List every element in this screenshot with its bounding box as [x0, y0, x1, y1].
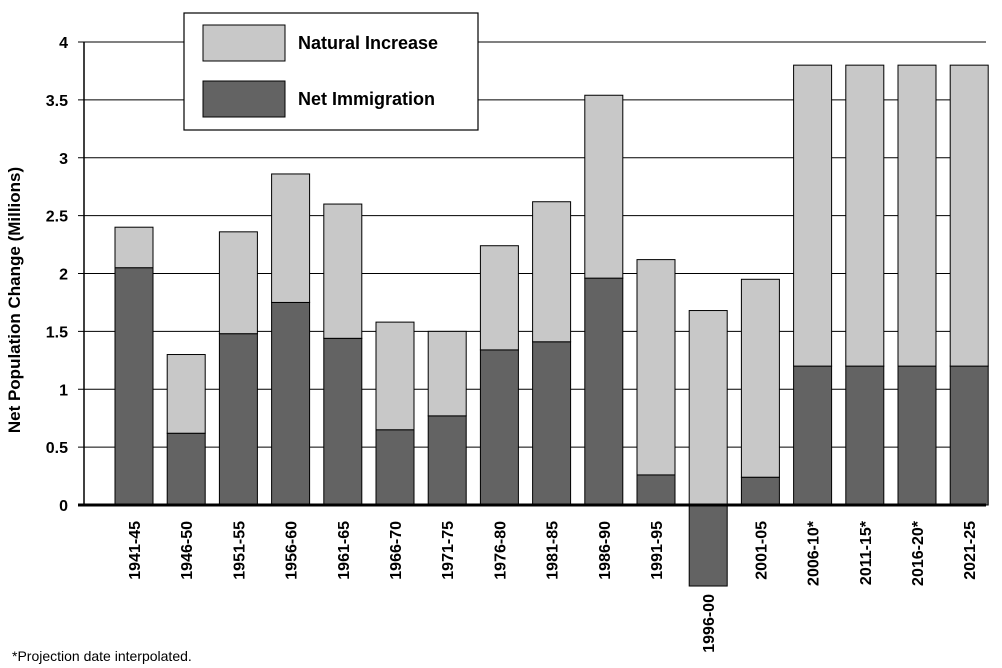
bar-net-immigration — [584, 277, 624, 506]
bar-net-immigration — [845, 365, 885, 506]
legend: Natural Increase Net Immigration — [183, 12, 479, 131]
x-tick-label: 2016-20* — [910, 520, 927, 586]
bar-net-immigration — [271, 301, 311, 506]
y-tick-label: 3.5 — [46, 93, 68, 110]
legend-label-natural-increase: Natural Increase — [298, 33, 438, 53]
bar-natural-increase — [793, 64, 833, 367]
bar-natural-increase — [688, 310, 728, 506]
bar-natural-increase — [584, 94, 624, 279]
legend-swatch-net-immigration — [202, 80, 286, 118]
x-tick-label: 1961-65 — [336, 521, 353, 580]
y-tick-label: 1 — [59, 382, 68, 399]
x-tick-label: 1941-45 — [127, 521, 144, 580]
y-axis-title: Net Population Change (Millions) — [5, 167, 24, 433]
x-tick-label: 1956-60 — [284, 521, 301, 580]
bar-natural-increase — [114, 226, 154, 269]
bar-net-immigration — [532, 341, 572, 506]
bar-natural-increase — [427, 330, 467, 417]
y-tick-labels: 0 0.5 1 1.5 2 2.5 3 3.5 4 — [46, 35, 68, 515]
bar-net-immigration — [740, 476, 780, 506]
x-tick-label: 2006-10* — [806, 520, 823, 586]
x-tick-label: 1976-80 — [492, 521, 509, 580]
y-tick-label: 0.5 — [46, 440, 68, 457]
bar-natural-increase — [897, 64, 937, 367]
bar-natural-increase — [949, 64, 989, 367]
bar-natural-increase — [375, 321, 415, 431]
bar-natural-increase — [845, 64, 885, 367]
axes — [78, 42, 986, 507]
bar-natural-increase — [740, 278, 780, 478]
bar-net-immigration — [949, 365, 989, 506]
y-tick-label: 1.5 — [46, 324, 68, 341]
bar-natural-increase — [271, 173, 311, 303]
bar-natural-increase — [636, 259, 676, 476]
x-tick-label: 1991-95 — [649, 521, 666, 580]
y-tick-label: 2.5 — [46, 209, 68, 226]
bars — [114, 64, 989, 587]
bar-natural-increase — [166, 354, 206, 434]
y-tick-label: 4 — [59, 35, 68, 52]
y-tick-label: 3 — [59, 151, 68, 168]
x-tick-label: 2021-25 — [962, 521, 979, 580]
x-tick-label: 1966-70 — [388, 521, 405, 580]
bar-net-immigration — [479, 349, 519, 506]
y-tick-label: 0 — [59, 498, 68, 515]
bar-natural-increase — [479, 245, 519, 351]
bar-natural-increase — [218, 231, 258, 335]
bar-natural-increase — [532, 201, 572, 343]
bar-net-immigration — [323, 337, 363, 506]
footnote: *Projection date interpolated. — [12, 648, 192, 664]
x-tick-label: 1946-50 — [179, 521, 196, 580]
x-tick-label: 2001-05 — [753, 521, 770, 580]
x-tick-label: 1951-55 — [231, 521, 248, 580]
bar-net-immigration — [688, 504, 728, 587]
bar-net-immigration — [427, 415, 467, 506]
y-tick-label: 2 — [59, 267, 68, 284]
x-tick-labels: 1941-45 1946-50 1951-55 1956-60 1961-65 1966-… — [127, 520, 979, 653]
bar-net-immigration — [897, 365, 937, 506]
bar-natural-increase — [323, 203, 363, 339]
legend-label-net-immigration: Net Immigration — [298, 89, 435, 109]
bar-net-immigration — [636, 474, 676, 506]
bar-net-immigration — [375, 429, 415, 506]
legend-swatch-natural-increase — [202, 24, 286, 62]
bar-net-immigration — [218, 333, 258, 506]
x-tick-label: 1986-90 — [597, 521, 614, 580]
bar-net-immigration — [114, 267, 154, 506]
x-tick-label: 1996-00 — [701, 594, 718, 653]
x-tick-label: 1981-85 — [545, 521, 562, 580]
bar-net-immigration — [793, 365, 833, 506]
x-tick-label: 2011-15* — [858, 520, 875, 585]
x-tick-label: 1971-75 — [440, 521, 457, 580]
bar-net-immigration — [166, 432, 206, 506]
